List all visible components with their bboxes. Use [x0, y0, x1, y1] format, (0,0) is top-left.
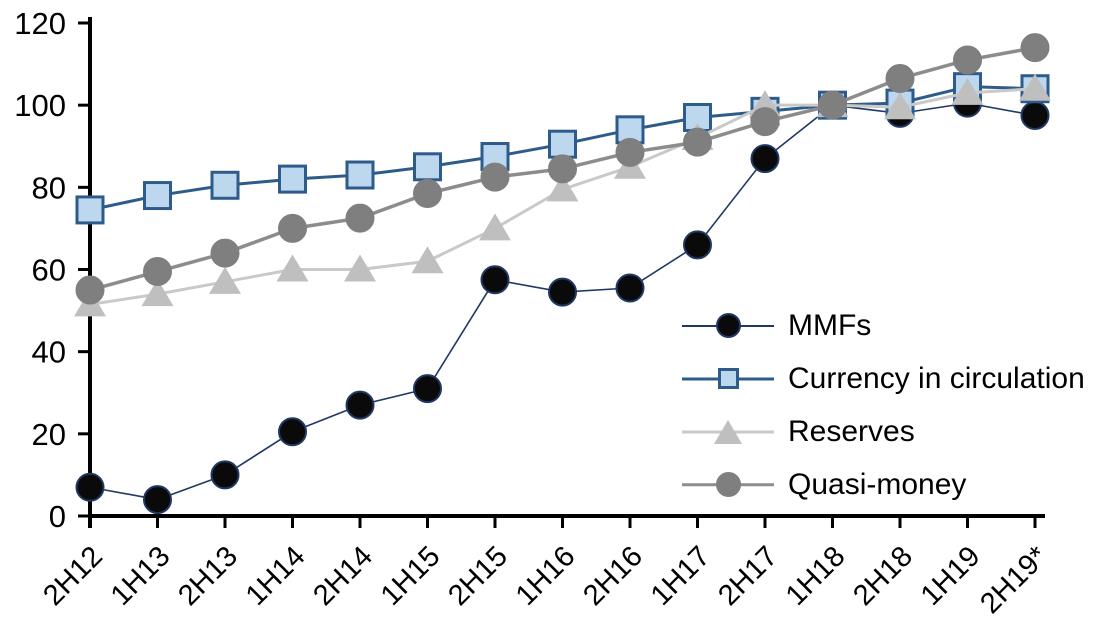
svg-text:2H18: 2H18	[847, 540, 919, 612]
svg-text:80: 80	[32, 170, 66, 205]
svg-text:2H19*: 2H19*	[974, 540, 1054, 620]
svg-text:1H15: 1H15	[375, 540, 447, 612]
svg-text:1H17: 1H17	[645, 540, 717, 612]
legend-item-reserves: Reserves	[682, 405, 1085, 458]
legend-item-quasi-money: Quasi-money	[682, 458, 1085, 511]
svg-text:2H12: 2H12	[37, 540, 109, 612]
svg-text:0: 0	[49, 499, 66, 534]
legend-item-currency-in-circulation: Currency in circulation	[682, 352, 1085, 405]
svg-text:1H19: 1H19	[915, 540, 987, 612]
svg-text:40: 40	[32, 335, 66, 370]
square-marker-icon	[682, 364, 774, 394]
legend-label-mmfs: MMFs	[788, 308, 872, 342]
svg-text:1H18: 1H18	[780, 540, 852, 612]
svg-text:60: 60	[32, 253, 66, 288]
chart-legend: MMFs Currency in circulation Reserves Qu…	[682, 299, 1085, 511]
legend-label-quasi-money: Quasi-money	[788, 467, 967, 501]
legend-label-currency-in-circulation: Currency in circulation	[788, 361, 1085, 395]
svg-text:2H13: 2H13	[172, 540, 244, 612]
svg-text:20: 20	[32, 417, 66, 452]
svg-text:2H16: 2H16	[577, 540, 649, 612]
legend-label-reserves: Reserves	[788, 414, 915, 448]
svg-text:120: 120	[14, 6, 66, 41]
svg-text:2H17: 2H17	[712, 540, 784, 612]
svg-text:1H13: 1H13	[105, 540, 177, 612]
circle-marker-icon	[682, 311, 774, 341]
circle-marker-icon	[682, 470, 774, 500]
triangle-marker-icon	[682, 417, 774, 447]
svg-text:2H14: 2H14	[307, 540, 379, 612]
svg-text:100: 100	[14, 88, 66, 123]
svg-text:1H16: 1H16	[510, 540, 582, 612]
svg-text:2H15: 2H15	[442, 540, 514, 612]
svg-text:1H14: 1H14	[240, 540, 312, 612]
legend-item-mmfs: MMFs	[682, 299, 1085, 352]
